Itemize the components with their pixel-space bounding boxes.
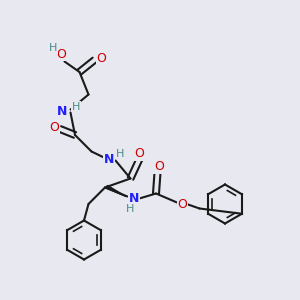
Polygon shape: [106, 185, 126, 197]
Text: H: H: [72, 101, 80, 112]
Text: O: O: [49, 121, 59, 134]
Text: O: O: [96, 52, 106, 65]
Text: N: N: [129, 192, 139, 206]
Text: H: H: [126, 203, 134, 214]
Text: O: O: [56, 47, 66, 61]
Text: H: H: [49, 43, 57, 53]
Text: H: H: [116, 149, 124, 159]
Text: N: N: [57, 104, 67, 118]
Text: O: O: [178, 197, 187, 211]
Text: O: O: [135, 147, 144, 160]
Text: N: N: [104, 152, 114, 166]
Text: O: O: [154, 160, 164, 173]
